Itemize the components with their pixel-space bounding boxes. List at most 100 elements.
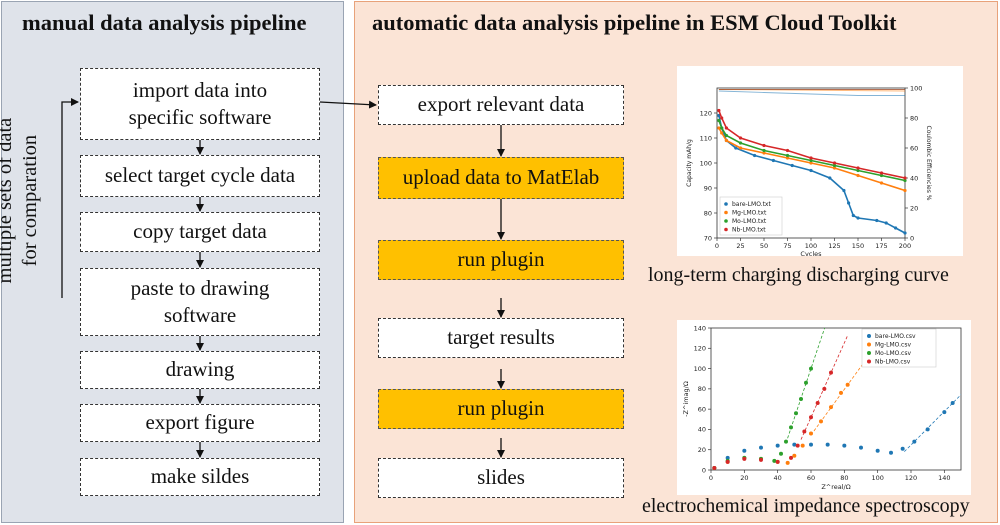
chart1-data-point [828, 176, 832, 180]
chart2-x-tick-label: 140 [938, 474, 950, 482]
chart1-x-tick-label: 150 [852, 242, 864, 250]
chart2-data-point [819, 419, 823, 424]
manual-step-export-figure-label: export figure [145, 410, 255, 435]
chart1-legend-label: Nb-LMO.txt [732, 227, 766, 234]
chart2-data-point [845, 382, 850, 387]
chart1-data-point [903, 188, 907, 193]
auto-step-export-relevant-data: export relevant data [378, 85, 624, 125]
chart1-y-tick-label: 120 [700, 109, 712, 117]
impedance-chart-caption: electrochemical impedance spectroscopy [642, 495, 970, 517]
chart1-data-point [762, 148, 766, 153]
chart1-data-point [785, 153, 790, 158]
chart1-data-point [842, 188, 846, 193]
chart1-data-point [851, 213, 855, 218]
chart1-data-point [785, 156, 790, 160]
manual-pipeline-title: manual data analysis pipeline [22, 10, 307, 35]
chart2-data-point [784, 439, 788, 444]
auto-step-run-plugin-1-label: run plugin [457, 247, 545, 272]
chart2-legend-label: Nb-LMO.csv [875, 359, 911, 366]
chart2-data-point [794, 411, 798, 416]
chart1-data-point [717, 126, 721, 130]
chart1-data-point [903, 231, 907, 235]
chart2-data-point [742, 456, 747, 461]
chart2-data-point [712, 465, 717, 470]
chart1-data-point [856, 166, 860, 170]
automatic-pipeline-title: automatic data analysis pipeline in ESM … [372, 10, 897, 35]
chart1-data-point [832, 161, 837, 165]
chart2-data-point [842, 443, 847, 448]
chart2-x-tick-label: 60 [807, 474, 815, 482]
chart1-data-point [875, 218, 879, 223]
chart1-data-point [734, 146, 738, 150]
chart1-y-tick-label: 90 [704, 184, 712, 192]
chart1-data-point [717, 108, 721, 113]
chart1-x-tick-label: 25 [736, 242, 744, 250]
chart2-y-tick-label: 20 [698, 446, 706, 454]
chart1-data-point [785, 148, 790, 153]
chart2-y-tick-label: 80 [698, 385, 706, 393]
chart1-x-tick-label: 50 [760, 242, 768, 250]
chart2-data-point [772, 458, 777, 463]
chart1-data-point [717, 118, 721, 123]
chart2-data-point [829, 405, 833, 410]
manual-step-select-cycle: select target cycle data [80, 155, 320, 197]
chart1-data-point [809, 168, 813, 173]
chart1-data-point [847, 201, 851, 205]
chart1-data-point [903, 178, 907, 183]
chart2-data-point [725, 459, 730, 464]
chart2-data-point [875, 448, 880, 453]
chart1-x-tick-label: 175 [875, 242, 887, 250]
chart1-data-point [724, 126, 728, 130]
manual-step-copy-data: copy target data [80, 212, 320, 252]
chart2-x-tick-label: 0 [709, 474, 713, 482]
chart1-legend-marker [724, 210, 728, 215]
side-label-line-1: multiple sets of data [0, 117, 16, 284]
chart2-y-tick-label: 60 [698, 405, 706, 413]
chart1-y2-tick-label: 60 [910, 144, 918, 152]
chart2-data-point [785, 460, 790, 465]
chart1-x-tick-label: 200 [899, 242, 911, 250]
auto-step-export-label: export relevant data [417, 92, 585, 117]
manual-step-paste-line-1: paste to drawing [130, 275, 270, 300]
chart2-data-point [859, 445, 863, 450]
chart1-x-tick-label: 125 [828, 242, 840, 250]
chart1-y2-tick-label: 80 [910, 114, 918, 122]
chart1-data-point [720, 131, 724, 135]
chart1-data-point [771, 158, 775, 163]
chart2-legend-label: Mo-LMO.csv [875, 350, 911, 357]
chart1-y-tick-label: 80 [704, 209, 712, 217]
chart1-data-point [753, 153, 757, 158]
chart2-data-point [829, 370, 833, 375]
chart2-data-point [912, 439, 917, 444]
chart1-legend-marker [724, 227, 728, 232]
chart2-x-axis-label: Z^real/Ω [821, 483, 850, 491]
chart1-data-point [903, 176, 907, 180]
chart2-x-tick-label: 120 [905, 474, 917, 482]
auto-step-target-results-label: target results [447, 325, 555, 350]
chart1-y-axis-label: Capacity mAh/g [686, 139, 693, 187]
chart2-legend-label: bare-LMO.csv [875, 333, 916, 340]
chart2-legend-marker [867, 334, 871, 338]
chart1-data-point [856, 216, 860, 220]
chart2-data-point [800, 443, 805, 448]
chart2-frame [710, 327, 962, 471]
chart1-data-point [884, 221, 888, 225]
chart2-legend-box [861, 328, 937, 368]
chart1-legend-marker [724, 219, 728, 223]
chart2-data-point [775, 459, 780, 464]
chart1-data-point [720, 116, 724, 120]
chart2-data-point [809, 366, 813, 371]
chart2-x-tick-label: 20 [740, 474, 748, 482]
auto-step-upload-matelab: upload data to MatElab [378, 157, 624, 199]
chart2-data-point [942, 410, 947, 415]
chart2-legend-label: Mg-LMO.csv [875, 342, 911, 349]
chart1-data-point [894, 226, 898, 230]
chart1-y2-tick-label: 0 [910, 234, 914, 242]
chart1-legend-label: Mg-LMO.txt [732, 210, 767, 217]
chart1-data-point [762, 151, 766, 155]
chart2-data-point [792, 453, 797, 458]
manual-step-import-data-line-1: import data into [132, 77, 268, 102]
cycling-chart-caption: long-term charging discharging curve [648, 264, 949, 286]
chart2-data-point [889, 450, 893, 455]
chart2-x-tick-label: 80 [840, 474, 848, 482]
